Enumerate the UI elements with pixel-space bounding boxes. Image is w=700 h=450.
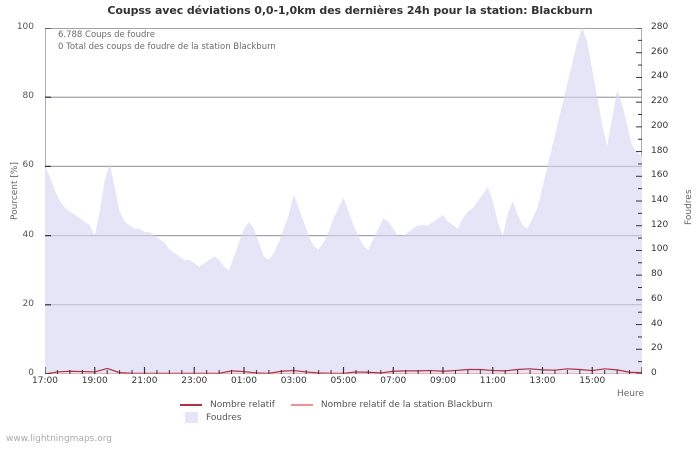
x-axis-tick-label: 01:00 xyxy=(231,376,257,386)
legend-item-nombre-relatif-station[interactable]: Nombre relatif de la station Blackburn xyxy=(290,399,493,410)
x-axis-tick-label: 21:00 xyxy=(131,376,158,386)
x-axis-tick-label: 05:00 xyxy=(330,376,357,386)
page-title: Coupss avec déviations 0,0-1,0km des der… xyxy=(107,4,593,17)
y-axis-right-tick-label: 140 xyxy=(651,195,669,205)
area-series-foudres xyxy=(45,28,642,374)
y-axis-left-tick-label: 100 xyxy=(16,22,34,32)
x-axis-tick-label: 19:00 xyxy=(81,376,108,386)
legend-label-foudres: Foudres xyxy=(206,412,242,423)
y-axis-right-tick-label: 20 xyxy=(651,343,663,354)
y-axis-right-tick-label: 200 xyxy=(651,120,669,131)
y-axis-right-tick-label: 0 xyxy=(651,368,657,378)
y-axis-left-tick-label: 0 xyxy=(28,368,34,378)
x-axis-tick-label: 23:00 xyxy=(181,376,208,386)
legend-label-nombre-relatif: Nombre relatif xyxy=(210,399,275,410)
y-axis-left-tick-label: 20 xyxy=(22,298,34,309)
x-axis-tick-label: 09:00 xyxy=(430,376,456,386)
y-axis-right-tick-label: 100 xyxy=(651,244,669,255)
y-axis-right-label: Foudres xyxy=(684,189,694,225)
x-axis-tick-label: 15:00 xyxy=(579,376,606,386)
y-axis-right-tick-label: 120 xyxy=(651,219,669,230)
legend-row-2: Foudres xyxy=(180,411,600,424)
x-axis-tick-label: 11:00 xyxy=(479,376,506,386)
annotation-station-strokes: 0 Total des coups de foudre de la statio… xyxy=(58,42,276,52)
legend-row-1: Nombre relatif Nombre relatif de la stat… xyxy=(180,398,600,411)
legend-item-nombre-relatif[interactable]: Nombre relatif xyxy=(180,400,275,410)
legend-area-swatch-icon xyxy=(185,412,198,423)
x-axis-label: Heure xyxy=(617,389,645,399)
y-axis-right-tick-label: 40 xyxy=(651,318,663,329)
legend-line-swatch-icon xyxy=(290,403,313,406)
y-axis-right-tick-label: 80 xyxy=(651,269,663,280)
legend-item-foudres[interactable]: Foudres xyxy=(180,412,242,423)
chart-legend: Nombre relatif Nombre relatif de la stat… xyxy=(180,398,600,424)
legend-label-nombre-relatif-station: Nombre relatif de la station Blackburn xyxy=(320,399,493,410)
watermark: www.lightningmaps.org xyxy=(6,434,112,444)
x-axis-tick-label: 03:00 xyxy=(280,376,307,386)
y-axis-left-label: Pourcent [%] xyxy=(10,162,20,220)
y-axis-right-tick-label: 220 xyxy=(651,96,669,107)
y-axis-right-tick-label: 60 xyxy=(651,293,663,304)
y-axis-right-tick-label: 240 xyxy=(651,71,669,82)
x-axis-tick-label: 13:00 xyxy=(529,376,556,386)
y-axis-right-tick-label: 160 xyxy=(651,170,669,181)
y-axis-right-tick-label: 260 xyxy=(651,46,669,57)
y-axis-right-tick-label: 280 xyxy=(651,22,669,32)
y-axis-left-tick-label: 60 xyxy=(22,160,34,171)
legend-line-swatch-icon xyxy=(180,403,202,406)
x-axis-tick-label: 17:00 xyxy=(32,376,58,386)
x-axis-tick-label: 07:00 xyxy=(380,376,407,386)
y-axis-left-tick-label: 40 xyxy=(22,229,34,240)
annotation-total-strokes: 6.788 Coups de foudre xyxy=(58,30,155,40)
plot-canvas xyxy=(45,28,642,374)
y-axis-left-tick-label: 80 xyxy=(22,91,34,102)
y-axis-right-tick-label: 180 xyxy=(651,145,669,156)
